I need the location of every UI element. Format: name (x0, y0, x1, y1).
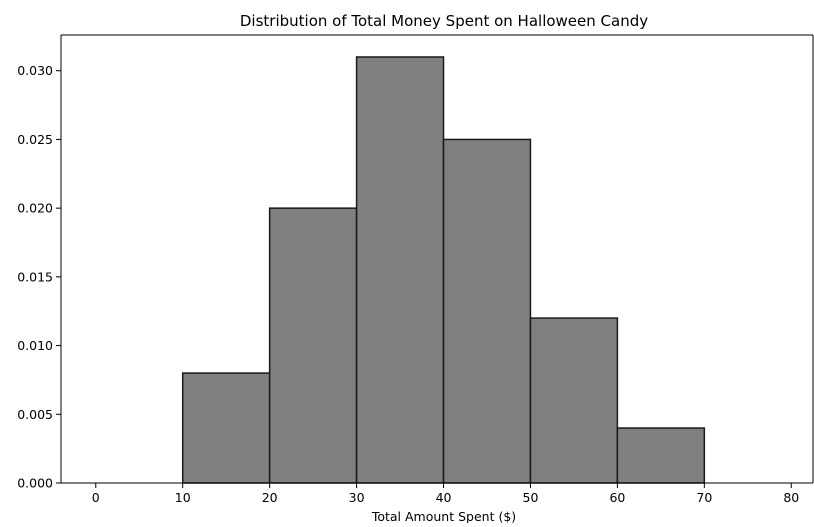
chart-title: Distribution of Total Money Spent on Hal… (240, 12, 648, 30)
x-tick-label: 30 (349, 490, 365, 505)
histogram-bar (616, 427, 706, 484)
y-tick-label: 0.015 (17, 269, 53, 284)
y-tick-label: 0.010 (17, 338, 53, 353)
x-tick-label: 40 (436, 490, 452, 505)
histogram-bar (355, 56, 445, 484)
x-tick-label: 80 (783, 490, 799, 505)
x-tick-label: 20 (262, 490, 278, 505)
y-tick-label: 0.030 (17, 63, 53, 78)
x-tick-label: 0 (92, 490, 100, 505)
histogram-bar (268, 207, 358, 484)
y-tick-label: 0.005 (17, 407, 53, 422)
x-tick-label: 60 (609, 490, 625, 505)
histogram-bar (181, 372, 271, 484)
y-tick-label: 0.000 (17, 476, 53, 491)
y-tick-label: 0.025 (17, 132, 53, 147)
histogram-bar (529, 317, 619, 484)
y-tick-label: 0.020 (17, 201, 53, 216)
chart-axes (60, 34, 814, 484)
x-axis-ticks: 0 10 20 30 40 50 60 70 80 (92, 483, 799, 505)
x-tick-label: 10 (175, 490, 191, 505)
x-tick-label: 50 (523, 490, 539, 505)
x-axis-label: Total Amount Spent ($) (371, 509, 516, 523)
y-axis-ticks: 0.000 0.005 0.010 0.015 0.020 0.025 0.030 (17, 63, 61, 491)
histogram-bar (442, 138, 532, 484)
x-tick-label: 70 (696, 490, 712, 505)
histogram-bars (181, 56, 706, 484)
